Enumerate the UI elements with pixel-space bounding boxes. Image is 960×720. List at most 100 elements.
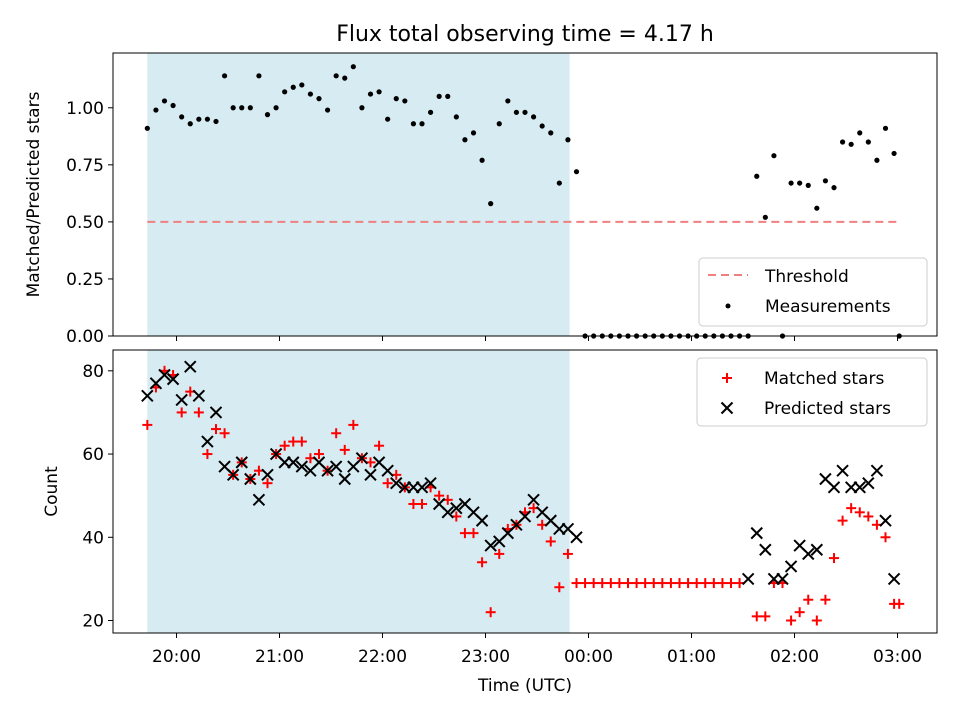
cross-b [535,506,549,519]
cross-b [544,514,557,527]
matched-star-point [382,478,393,489]
measurement-point [393,96,399,102]
cross-b [793,539,806,552]
cross-b [879,514,892,527]
measurement-point [196,116,202,122]
predicted-star-point [295,460,309,473]
measurement-point [445,93,451,99]
cross-b [261,468,274,482]
measurement-point [788,180,794,186]
cross-b [201,435,214,448]
predicted-star-point [287,456,300,469]
measurement-point [831,185,837,191]
cross-b [527,493,540,507]
measurement-point [839,139,846,145]
predicted-star-point [741,572,755,586]
x-tick-label: 20:00 [152,647,201,667]
x-tick-label: 21:00 [255,647,304,667]
matched-star-point [288,436,299,447]
measurement-point [822,178,829,184]
predicted-star-point [261,468,274,482]
legend-matched-marker [722,373,732,383]
predicted-star-point [484,539,497,552]
predicted-star-point [158,368,171,382]
legend-predicted-label: Predicted stars [764,399,891,419]
predicted-star-point [390,476,403,490]
cross-b [836,464,849,477]
matched-star-point [296,436,307,447]
cross-b [235,456,248,469]
measurement-point [204,116,211,122]
predicted-star-point [802,547,815,561]
predicted-star-point [518,510,532,523]
cross-b [570,531,583,544]
predicted-star-point [201,435,214,448]
cross-b [518,510,532,523]
measurement-point [273,105,279,111]
cross-b [226,468,240,482]
bottom-shaded-span [147,350,570,633]
cross-b [381,464,394,477]
predicted-star-point [209,406,223,419]
measurement-point [367,91,374,97]
bottom-x-ticks: 20:00 21:00 22:00 23:00 00:00 01:00 02:00 03:00 [152,633,922,667]
matched-star-point [331,428,342,439]
predicted-star-point [475,514,489,527]
predicted-star-point [329,460,343,473]
cross-b [819,472,832,486]
cross-b [269,447,283,461]
matched-star-point [374,440,385,451]
cross-b [218,460,231,473]
bottom-y-tick-label: 40 [82,528,104,548]
matched-star-point [837,515,848,526]
bottom-panel: 20 40 60 80 20:00 21:00 22:00 23:00 00:00 01:00 0… [42,349,938,696]
measurement-point [427,109,434,115]
measurement-point [453,114,459,120]
matched-star-point [142,419,153,430]
matched-star-point [262,478,273,489]
measurement-point [179,114,185,120]
predicted-star-point [853,481,866,494]
matched-star-point [597,578,608,589]
cross-b [887,572,901,586]
observing-span-shade [147,53,570,336]
measurement-point [282,89,288,95]
x-axis-label: Time (UTC) [477,676,572,696]
cross-b [810,543,824,556]
predicted-star-point [424,476,437,490]
cross-b [252,493,266,507]
cross-b [870,464,884,477]
predicted-star-point [810,543,824,556]
cross-b [244,472,257,486]
measurement-point [213,118,219,125]
matched-star-point [614,578,625,589]
matched-star-point [554,582,565,593]
cross-b [475,514,489,527]
measurement-point [316,96,322,102]
matched-star-point [700,578,711,589]
matched-star-point [854,507,865,518]
measurement-point [307,91,314,97]
measurement-point [462,137,468,143]
measurement-point [573,169,580,175]
measurement-point [771,153,777,159]
measurement-point [299,82,305,88]
matched-star-point [545,536,556,547]
matched-star-point [880,532,891,543]
legend-measurements-swatch [725,303,731,309]
predicted-star-point [184,360,197,373]
measurement-point [402,98,408,104]
cross-b [853,481,866,494]
cross-b [450,501,463,515]
cross-b [467,506,480,519]
top-y-tick-label: 1.00 [66,99,104,119]
predicted-star-point [750,526,763,540]
top-legend-box [698,257,928,327]
matched-star-point [648,578,659,589]
top-y-axis-label: Matched/Predicted stars [24,91,44,297]
predicted-star-point [364,468,377,482]
cross-b [759,543,772,556]
matched-star-point [459,528,470,539]
cross-b [458,497,472,511]
bottom-y-tick-label: 60 [82,445,104,465]
